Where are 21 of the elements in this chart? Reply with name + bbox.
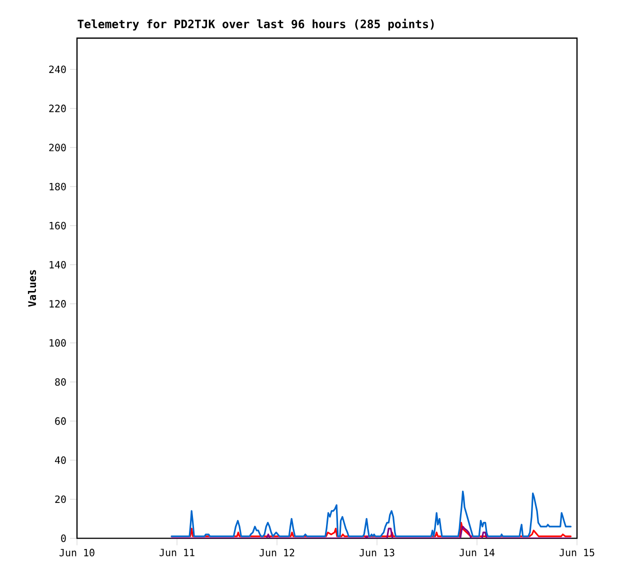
y-tick-label: 80 <box>55 378 66 386</box>
y-tick-label: 100 <box>50 339 66 347</box>
y-tick-label: 40 <box>54 456 66 464</box>
x-tick-label: Jun 14 <box>460 548 495 556</box>
chart-title: Telemetry for PD2TJK over last 96 hours (285 points) <box>78 18 434 30</box>
y-tick-label: 20 <box>55 495 66 503</box>
y-tick-label: 120 <box>50 300 66 308</box>
y-tick-label: 180 <box>50 182 66 190</box>
y-tick-label: 0 <box>61 534 66 542</box>
y-tick-label: 60 <box>55 417 66 425</box>
y-tick-label: 140 <box>50 260 66 269</box>
x-tick-label: Jun 12 <box>260 548 294 556</box>
y-axis-title: Values <box>28 270 36 307</box>
y-tick-label: 220 <box>49 104 66 112</box>
y-tick-label: 160 <box>50 222 66 230</box>
x-tick-label: Jun 15 <box>560 548 594 556</box>
x-tick-label: Jun 11 <box>160 548 194 556</box>
y-tick-label: 240 <box>49 66 66 74</box>
x-tick-label: Jun 13 <box>360 548 394 556</box>
y-tick-label: 200 <box>49 144 66 152</box>
x-tick-label: Jun 10 <box>60 548 94 556</box>
